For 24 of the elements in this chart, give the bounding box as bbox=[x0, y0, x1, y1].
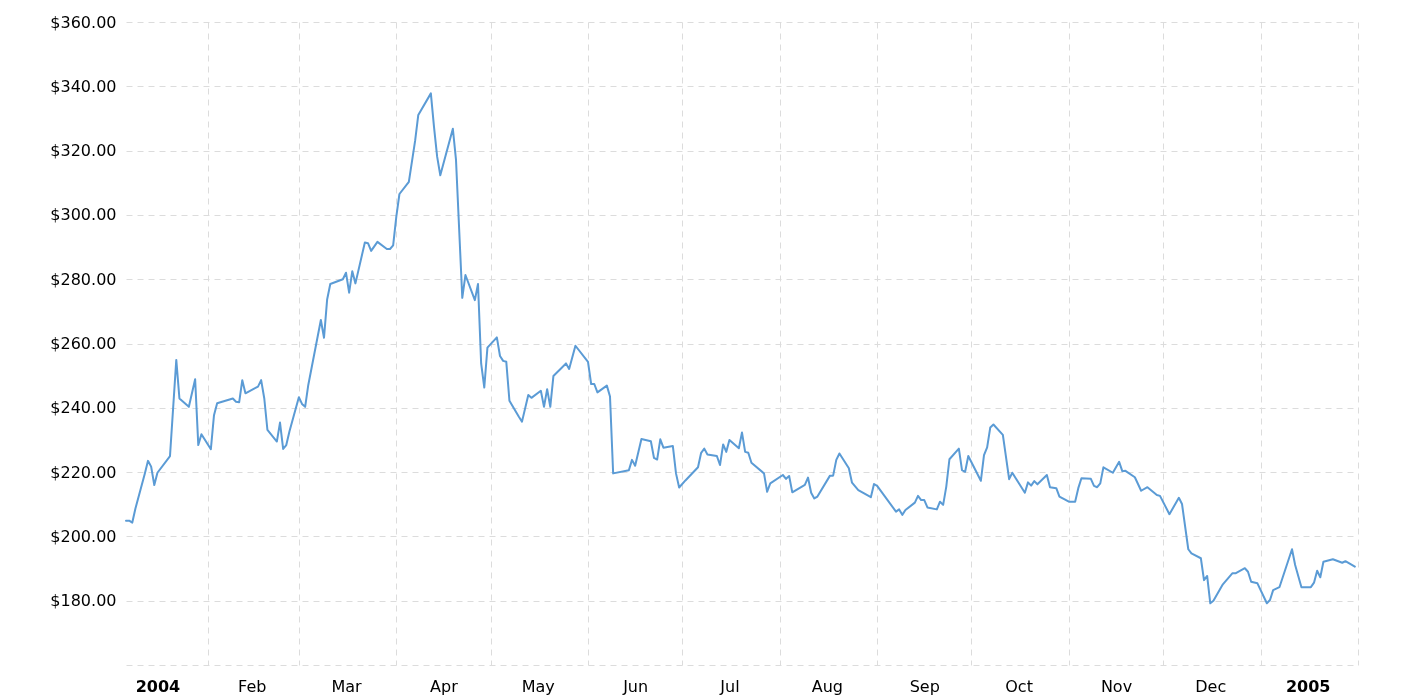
y-tick-label: $340.00 bbox=[50, 76, 117, 96]
y-tick-label: $180.00 bbox=[50, 591, 117, 611]
x-tick-label: Aug bbox=[811, 676, 843, 696]
x-tick-label: Sep bbox=[909, 676, 940, 696]
y-tick-label: $280.00 bbox=[50, 269, 117, 289]
x-tick-label: 2004 bbox=[135, 676, 181, 696]
x-tick-label: Jul bbox=[719, 676, 740, 696]
y-tick-label: $220.00 bbox=[50, 462, 117, 482]
x-tick-label: 2005 bbox=[1285, 676, 1331, 696]
line-series bbox=[125, 92, 1356, 605]
x-tick-label: Feb bbox=[238, 676, 267, 696]
x-tick-label: Jun bbox=[622, 676, 649, 696]
x-tick-label: Oct bbox=[1005, 676, 1033, 696]
x-tick-label: Dec bbox=[1195, 676, 1227, 696]
y-tick-label: $320.00 bbox=[50, 141, 117, 161]
x-tick-label: Apr bbox=[430, 676, 459, 696]
y-tick-label: $360.00 bbox=[50, 12, 117, 32]
x-tick-label: May bbox=[521, 676, 555, 696]
y-tick-label: $260.00 bbox=[50, 334, 117, 353]
y-tick-label: $240.00 bbox=[50, 398, 117, 418]
x-tick-label: Mar bbox=[331, 676, 363, 696]
y-tick-label: $300.00 bbox=[50, 205, 117, 225]
y-tick-label: $200.00 bbox=[50, 526, 117, 546]
x-tick-label: Nov bbox=[1100, 676, 1133, 696]
